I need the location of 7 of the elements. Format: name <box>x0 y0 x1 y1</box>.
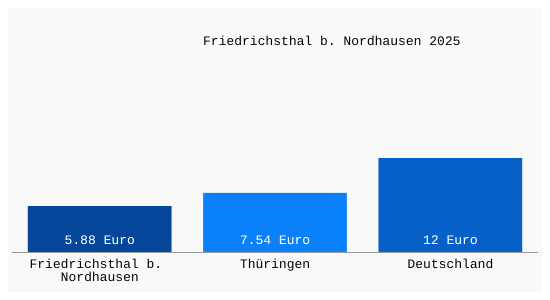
chart-title: Friedrichsthal b. Nordhausen 2025 <box>203 34 460 49</box>
x-tick-label: Thüringen <box>240 257 310 272</box>
data-label: 12 Euro <box>423 233 478 248</box>
data-label: 5.88 Euro <box>64 233 135 248</box>
x-tick-label: Deutschland <box>407 257 494 272</box>
data-label: 7.54 Euro <box>240 233 310 248</box>
x-tick-label: Friedrichsthal b. Nordhausen <box>29 257 170 285</box>
